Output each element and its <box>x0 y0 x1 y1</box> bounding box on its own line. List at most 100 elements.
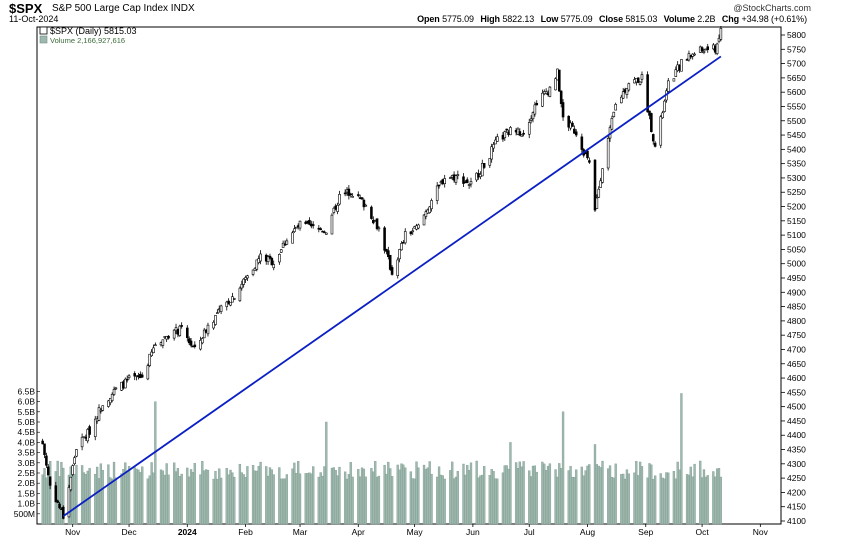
candle <box>422 213 426 226</box>
volume-bar <box>319 472 322 525</box>
candle <box>362 198 366 211</box>
candle <box>559 90 563 108</box>
candle-body <box>97 407 101 421</box>
candle <box>700 46 704 54</box>
candle-body <box>311 224 315 226</box>
candle <box>199 336 202 351</box>
candle-body <box>601 168 604 183</box>
candle-body <box>161 339 165 346</box>
volume-bar <box>417 467 420 525</box>
candle <box>388 254 392 271</box>
candle-body <box>232 298 236 300</box>
candle-body <box>154 344 157 347</box>
candle-body <box>294 226 298 229</box>
candle-body <box>259 253 262 262</box>
price-tick-label: 4100 <box>787 516 806 526</box>
legend-volume-label: Volume 2,166,927,616 <box>50 36 125 45</box>
volume-bar <box>586 465 589 525</box>
candle-body <box>651 134 655 142</box>
candle-body <box>351 196 354 198</box>
volume-bar <box>280 478 283 525</box>
candle-body <box>71 465 74 475</box>
candle-body <box>398 249 401 260</box>
candle-body <box>172 329 176 339</box>
candle <box>186 325 189 342</box>
candle <box>293 224 296 233</box>
candle-body <box>146 365 150 380</box>
candle-body <box>238 287 242 302</box>
volume-bar <box>454 476 458 525</box>
candle-body <box>646 74 649 113</box>
candle-body <box>435 185 439 201</box>
volume-bar <box>347 474 351 525</box>
candle <box>73 455 76 466</box>
candle <box>62 505 65 520</box>
candle <box>88 424 91 438</box>
volume-bar <box>385 473 388 525</box>
candle <box>606 135 610 171</box>
volume-bar <box>712 471 715 525</box>
candle <box>640 71 644 83</box>
candle <box>54 481 58 503</box>
volume-bar <box>154 401 157 525</box>
candle-body <box>362 199 366 208</box>
price-tick-label: 5350 <box>787 159 806 169</box>
x-tick-label: 2024 <box>178 527 197 537</box>
volume-bar <box>411 478 414 525</box>
candle <box>75 448 78 458</box>
candle-body <box>593 159 597 211</box>
candle-body <box>270 258 274 266</box>
volume-tick-label: 6.0B <box>18 397 36 407</box>
volume-bar <box>646 477 649 525</box>
volume-bar <box>189 469 193 525</box>
volume-bar <box>593 444 597 525</box>
candle-body <box>661 112 664 119</box>
volume-bar <box>161 470 165 525</box>
candle <box>465 177 469 184</box>
volume-bar <box>704 476 707 525</box>
volume-bar <box>545 470 548 525</box>
candle-body <box>114 387 118 390</box>
volume-bar <box>556 476 559 525</box>
legend-price-label: $SPX (Daily) 5815.03 <box>50 26 137 36</box>
volume-bar <box>304 473 307 525</box>
volume-bar <box>199 474 202 525</box>
candle <box>161 339 165 349</box>
candle-body <box>599 180 602 188</box>
candle <box>482 162 486 169</box>
candle-body <box>454 175 458 183</box>
volume-bar <box>665 472 668 525</box>
volume-bar <box>321 475 324 525</box>
volume-bar <box>689 466 692 525</box>
candle-body <box>612 111 616 117</box>
volume-bar <box>178 476 181 525</box>
candle <box>323 230 326 234</box>
volume-bar <box>107 464 110 525</box>
candle <box>124 377 127 389</box>
instrument-name: S&P 500 Large Cap Index INDX <box>52 3 195 14</box>
candle <box>330 213 334 235</box>
candle <box>332 206 336 215</box>
volume-bar <box>148 475 151 525</box>
candle-body <box>332 207 336 213</box>
volume-bar <box>180 473 183 525</box>
candle-body <box>186 327 189 338</box>
candle-body <box>636 77 640 83</box>
volume-bar <box>561 411 565 525</box>
volume-bar <box>150 462 153 525</box>
candle-body <box>554 78 557 91</box>
candle <box>154 342 157 347</box>
candle-body <box>279 249 283 253</box>
price-tick-label: 4400 <box>787 430 806 440</box>
candle-body <box>99 409 103 412</box>
volume-bar <box>291 468 294 525</box>
volume-bar <box>672 471 676 525</box>
candle <box>638 81 642 86</box>
candle-body <box>80 436 84 448</box>
candle-body <box>349 193 353 196</box>
candle <box>127 374 131 380</box>
candle-body <box>653 142 657 147</box>
candle-body <box>266 256 270 262</box>
candle-body <box>338 194 341 205</box>
